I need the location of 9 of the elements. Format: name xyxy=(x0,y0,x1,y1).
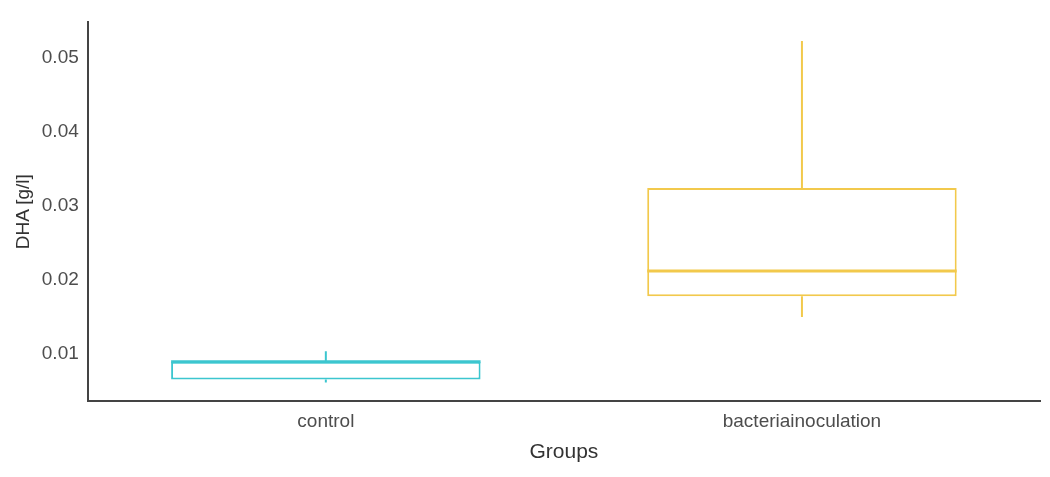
y-tick-label: 0.02 xyxy=(41,268,79,290)
y-axis-title: DHA [g/l] xyxy=(11,174,33,250)
x-tick-label: control xyxy=(297,409,355,431)
y-tick-label: 0.04 xyxy=(41,119,80,141)
x-axis-title: Groups xyxy=(529,439,599,463)
y-tick-label: 0.01 xyxy=(41,342,79,364)
y-tick-label: 0.05 xyxy=(41,45,79,67)
y-tick-label: 0.03 xyxy=(41,194,79,215)
x-tick-label: bacteriainoculation xyxy=(722,409,882,431)
